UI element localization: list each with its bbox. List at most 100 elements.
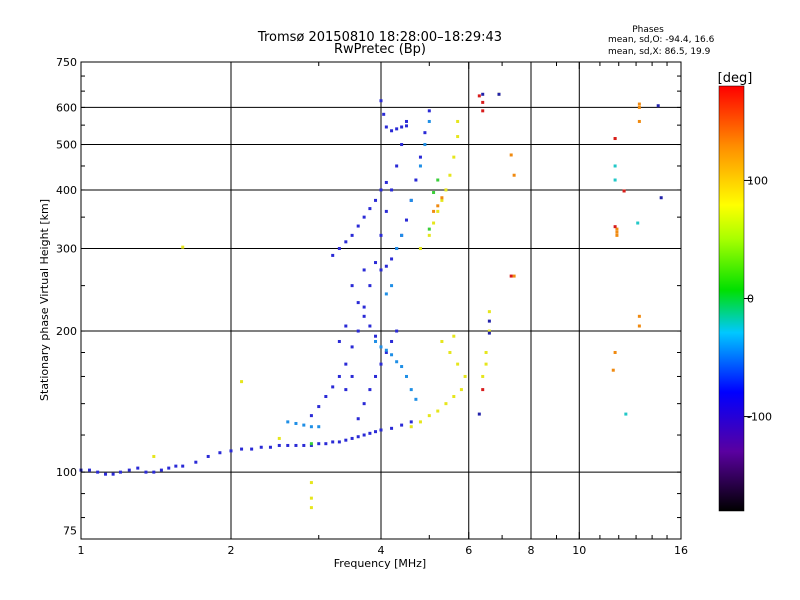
data-point	[409, 420, 413, 424]
data-point	[409, 425, 413, 429]
data-point	[362, 268, 366, 272]
data-point	[309, 443, 313, 447]
data-point	[611, 368, 615, 372]
data-point	[127, 468, 131, 472]
data-point	[167, 466, 171, 470]
data-point	[418, 155, 422, 159]
data-point	[294, 443, 298, 447]
data-point	[456, 135, 460, 139]
y-tick-label: 750	[56, 56, 77, 69]
data-point	[362, 314, 366, 318]
data-point	[379, 268, 383, 272]
data-point	[337, 247, 341, 251]
data-point	[362, 402, 366, 406]
data-point	[309, 496, 313, 500]
data-point	[448, 173, 452, 177]
data-point	[615, 227, 619, 231]
data-point	[324, 395, 328, 399]
data-point	[637, 314, 641, 318]
data-point	[384, 292, 388, 296]
data-point	[423, 131, 427, 135]
data-point	[637, 324, 641, 328]
data-point	[374, 339, 378, 343]
data-point	[484, 350, 488, 354]
data-point	[350, 345, 354, 349]
y-tick-label: 400	[56, 184, 77, 197]
data-point	[512, 173, 516, 177]
data-point	[436, 204, 440, 208]
data-point	[286, 420, 290, 424]
data-point	[379, 233, 383, 237]
data-point	[259, 445, 263, 449]
data-point	[509, 153, 513, 157]
data-point	[379, 345, 383, 349]
phase-info-heading: Phases	[632, 25, 664, 35]
data-point	[374, 261, 378, 265]
data-point	[331, 385, 335, 389]
data-point	[277, 436, 281, 440]
data-point	[456, 362, 460, 366]
data-point	[390, 188, 394, 192]
colorbar-tick-label: 0	[747, 293, 754, 306]
data-point	[404, 119, 408, 123]
data-point	[637, 119, 641, 123]
data-point	[111, 472, 115, 476]
data-point	[395, 329, 399, 333]
data-point	[104, 472, 108, 476]
data-point	[636, 221, 640, 225]
data-point	[448, 350, 452, 354]
data-point	[368, 284, 372, 288]
data-point	[331, 253, 335, 257]
data-point	[452, 395, 456, 399]
data-point	[309, 506, 313, 510]
data-point	[613, 137, 617, 141]
chart-title: Tromsø 20150810 18:28:00–18:29:43	[257, 30, 502, 45]
data-point	[229, 449, 233, 453]
data-point	[317, 442, 321, 446]
colorbar-ticks: 100 0 -100	[744, 174, 772, 424]
data-point	[404, 218, 408, 222]
data-point	[432, 221, 436, 225]
data-point	[356, 417, 360, 421]
data-point	[487, 331, 491, 335]
data-point	[379, 99, 383, 103]
data-point	[613, 178, 617, 182]
data-point	[390, 353, 394, 357]
data-point	[497, 92, 501, 96]
data-point	[350, 374, 354, 378]
data-point	[379, 428, 383, 432]
data-point	[344, 324, 348, 328]
data-point	[144, 470, 148, 474]
data-point	[309, 425, 313, 429]
data-point	[414, 178, 418, 182]
data-point	[384, 350, 388, 354]
data-point	[337, 440, 341, 444]
data-point	[637, 102, 641, 106]
data-point	[440, 196, 444, 200]
data-point	[444, 402, 448, 406]
colorbar-label: [deg]	[718, 71, 753, 86]
data-point	[384, 209, 388, 213]
data-point	[384, 264, 388, 268]
data-point	[427, 227, 431, 231]
colorbar	[718, 85, 745, 512]
data-point	[344, 362, 348, 366]
data-point	[427, 109, 431, 113]
data-point	[181, 245, 185, 249]
data-point	[374, 334, 378, 338]
colorbar-tick-label: 100	[747, 174, 768, 187]
data-point	[622, 189, 626, 193]
data-point	[409, 388, 413, 392]
data-point	[656, 104, 660, 108]
data-point	[344, 388, 348, 392]
data-point	[613, 350, 617, 354]
data-point	[317, 425, 321, 429]
data-point	[395, 247, 399, 251]
data-point	[350, 284, 354, 288]
data-point	[118, 470, 122, 474]
data-point	[404, 124, 408, 128]
data-point	[194, 460, 198, 464]
x-tick-label: 4	[378, 544, 385, 557]
data-points	[79, 92, 663, 510]
data-point	[613, 164, 617, 168]
